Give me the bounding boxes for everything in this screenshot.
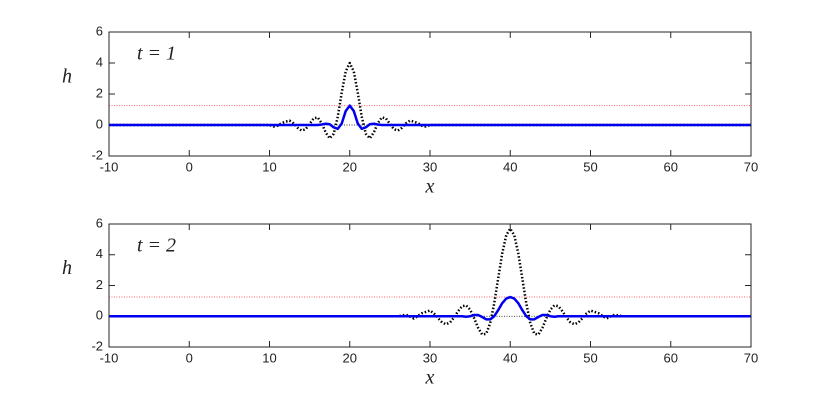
x-tick-label: 50 [583,350,597,365]
x-axis-label: x [425,367,435,389]
x-tick-label: -10 [100,159,119,174]
x-tick-label: 60 [664,350,678,365]
x-tick-label: 70 [744,159,758,174]
x-tick-label: 30 [423,350,437,365]
data-line [109,295,751,321]
y-axis-label: h [62,257,72,279]
y-axis-label: h [62,66,72,88]
x-tick-label: 70 [744,350,758,365]
y-tick-label: 4 [96,54,103,69]
plot-area [109,32,751,156]
y-tick-label: 0 [96,116,103,131]
data-line [109,61,751,140]
y-tick-label: 6 [96,23,103,38]
y-tick-label: 0 [96,308,103,323]
x-tick-label: 20 [343,159,357,174]
y-tick-label: -2 [91,147,103,162]
x-axis-label: x [425,176,435,198]
x-tick-label: -10 [100,350,119,365]
x-tick-label: 40 [503,350,517,365]
x-tick-label: 50 [583,159,597,174]
y-tick-label: 4 [96,246,103,261]
x-tick-label: 30 [423,159,437,174]
y-tick-label: 2 [96,85,103,100]
y-tick-label: 6 [96,215,103,230]
axes-box [108,223,752,348]
y-tick-label: 2 [96,277,103,292]
annotation: t = 2 [137,235,176,257]
x-tick-label: 0 [186,159,193,174]
x-tick-label: 10 [262,350,276,365]
data-line [109,104,751,131]
annotation: t = 1 [137,43,176,65]
x-tick-label: 40 [503,159,517,174]
y-tick-label: -2 [91,338,103,353]
x-tick-label: 20 [343,350,357,365]
x-tick-label: 0 [186,350,193,365]
plot-area [109,224,751,347]
x-tick-label: 60 [664,159,678,174]
x-tick-label: 10 [262,159,276,174]
axes-box [108,31,752,157]
